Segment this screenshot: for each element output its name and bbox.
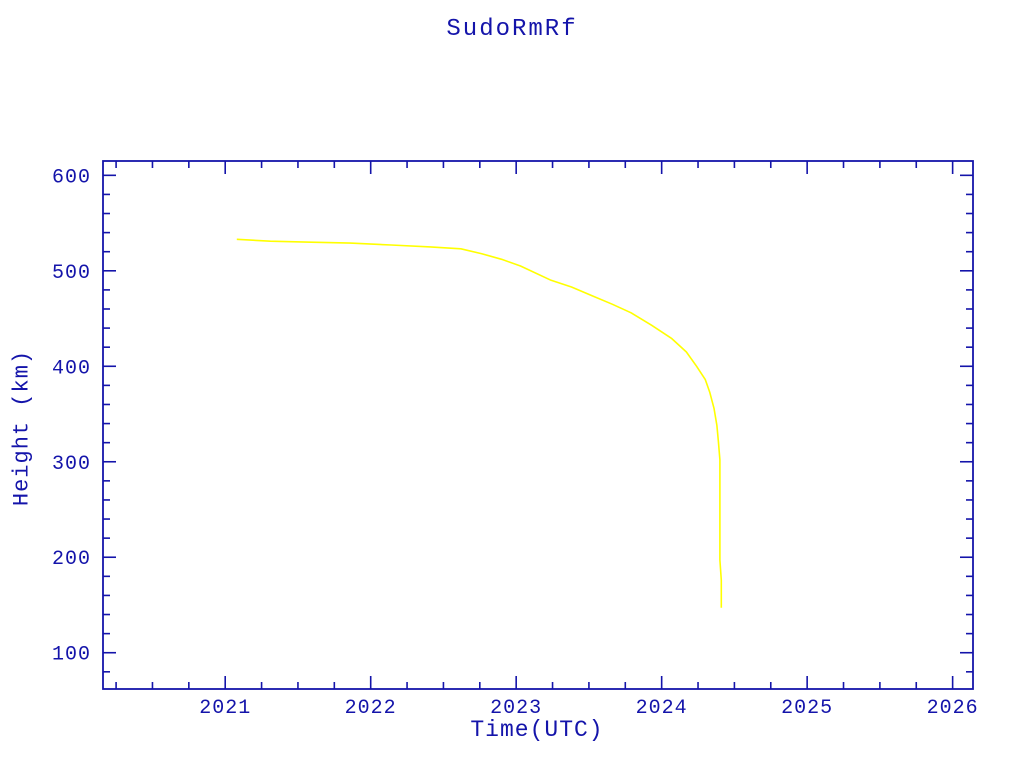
x-tick-label: 2026: [927, 697, 979, 720]
plot-frame: [102, 160, 974, 690]
y-tick-label: 200: [52, 548, 91, 571]
x-tick-label: 2025: [781, 697, 833, 720]
y-tick-label: 500: [52, 262, 91, 285]
x-tick-label: 2021: [199, 697, 251, 720]
x-tick-label: 2022: [345, 697, 397, 720]
y-tick-label: 300: [52, 453, 91, 476]
y-tick-label: 100: [52, 644, 91, 667]
y-axis-label: Height (km): [9, 349, 35, 507]
x-tick-label: 2024: [636, 697, 688, 720]
y-tick-label: 400: [52, 357, 91, 380]
x-axis-label: Time(UTC): [470, 717, 604, 743]
decay-curve: [236, 238, 723, 608]
y-tick-label: 600: [52, 166, 91, 189]
x-tick-label: 2023: [490, 697, 542, 720]
chart-title: SudoRmRf: [446, 16, 578, 43]
